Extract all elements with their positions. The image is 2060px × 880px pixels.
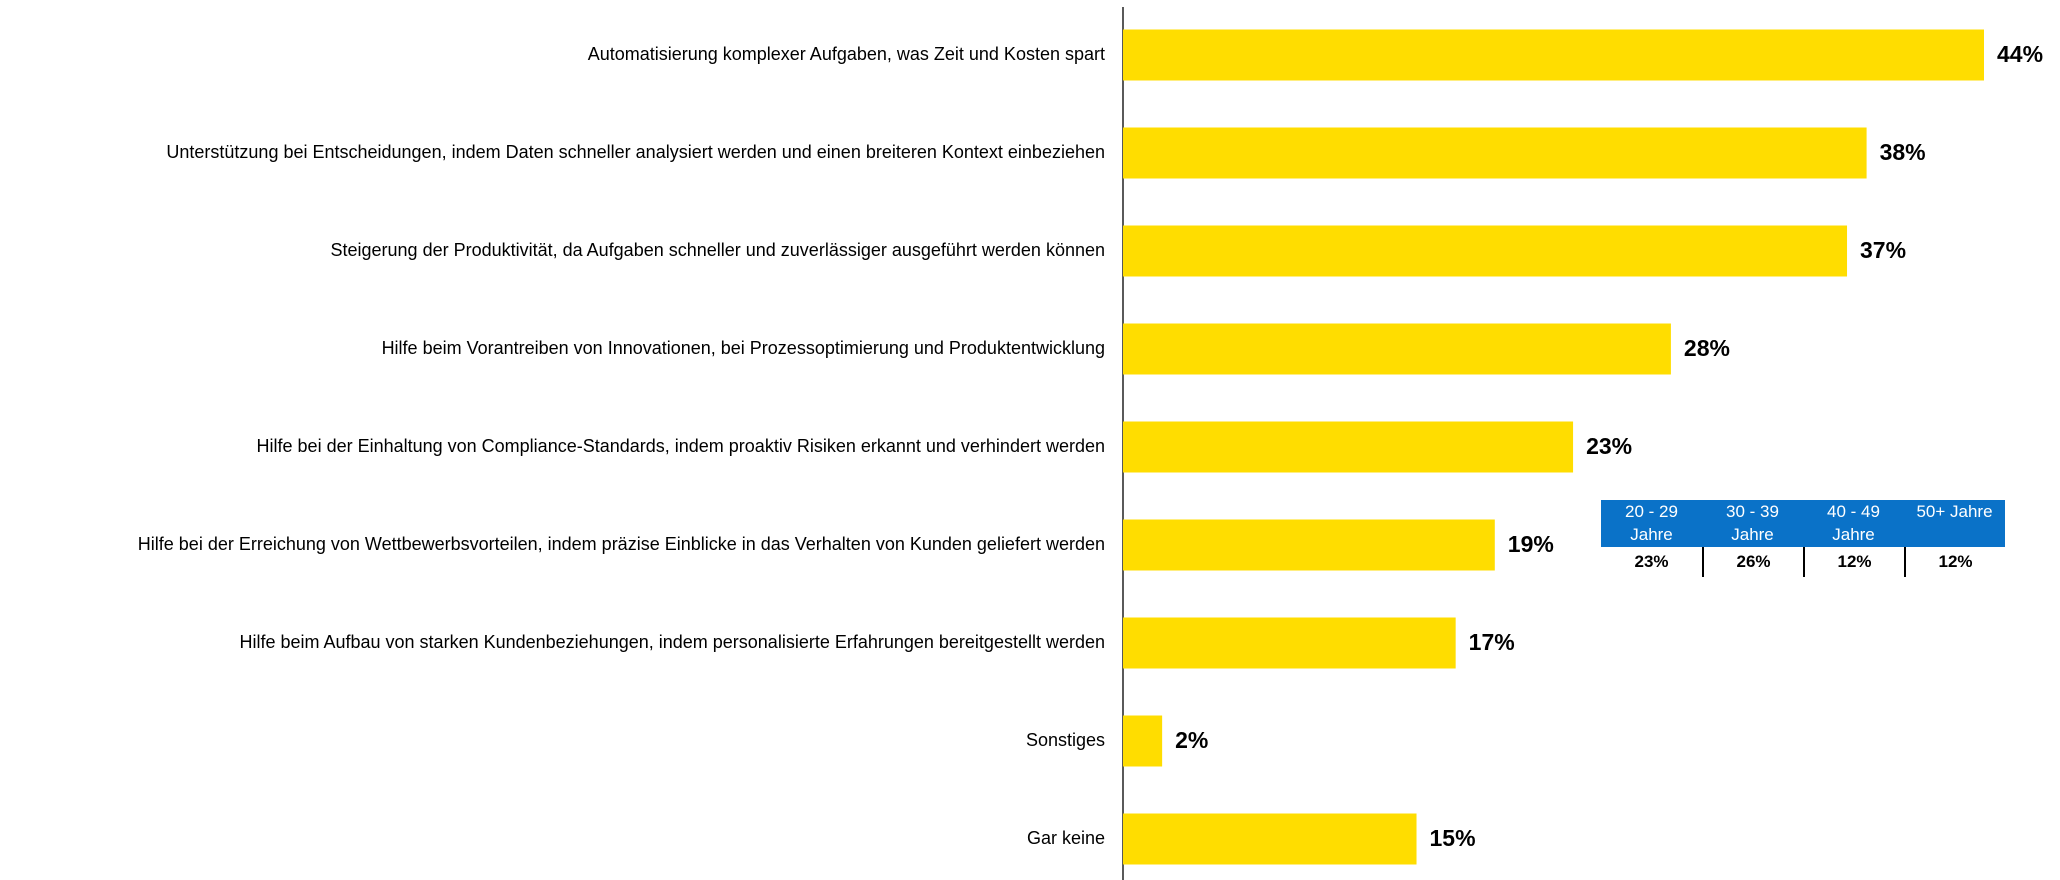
category-label: Steigerung der Produktivität, da Aufgabe… (331, 240, 1106, 260)
value-label: 15% (1430, 825, 1476, 851)
value-label: 37% (1860, 237, 1906, 263)
bar (1123, 421, 1574, 473)
category-label: Automatisierung komplexer Aufgaben, was … (588, 44, 1105, 64)
bar (1123, 813, 1417, 865)
value-label: 44% (1997, 41, 2043, 67)
value-label: 38% (1880, 139, 1926, 165)
bar (1123, 617, 1456, 669)
value-label: 17% (1469, 629, 1515, 655)
value-label: 2% (1175, 727, 1208, 753)
inset-value: 23% (1634, 552, 1669, 571)
inset-column: 30 - 39 Jahre 26% (1702, 500, 1803, 577)
inset-column: 20 - 29 Jahre 23% (1601, 500, 1702, 577)
category-label: Hilfe bei der Einhaltung von Compliance-… (257, 436, 1105, 456)
category-label: Hilfe beim Aufbau von starken Kundenbezi… (239, 632, 1105, 652)
bar (1123, 715, 1163, 767)
bar (1123, 225, 1848, 277)
category-label: Hilfe beim Vorantreiben von Innovationen… (382, 338, 1105, 358)
category-label: Unterstützung bei Entscheidungen, indem … (166, 142, 1105, 162)
bar (1123, 127, 1867, 179)
inset-header: 40 - 49 Jahre (1803, 500, 1904, 547)
inset-header: 20 - 29 Jahre (1601, 500, 1702, 547)
bar (1123, 519, 1495, 571)
inset-value: 12% (1803, 547, 1904, 577)
inset-column: 40 - 49 Jahre 12% (1803, 500, 1904, 577)
inset-value: 26% (1702, 547, 1803, 577)
value-label: 23% (1586, 433, 1632, 459)
inset-header: 30 - 39 Jahre (1702, 500, 1803, 547)
inset-header: 50+ Jahre (1904, 500, 2005, 547)
inset-column: 50+ Jahre 12% (1904, 500, 2005, 577)
inset-value: 12% (1904, 547, 2005, 577)
value-label: 28% (1684, 335, 1730, 361)
category-label: Hilfe bei der Erreichung von Wettbewerbs… (138, 534, 1105, 554)
category-label: Sonstiges (1026, 730, 1105, 750)
value-label: 19% (1508, 531, 1554, 557)
inset-table: 20 - 29 Jahre 23% 30 - 39 Jahre 26% 40 - 49 … (1601, 500, 2005, 577)
bar (1123, 323, 1671, 375)
category-label: Gar keine (1027, 828, 1105, 848)
bar (1123, 29, 1984, 81)
